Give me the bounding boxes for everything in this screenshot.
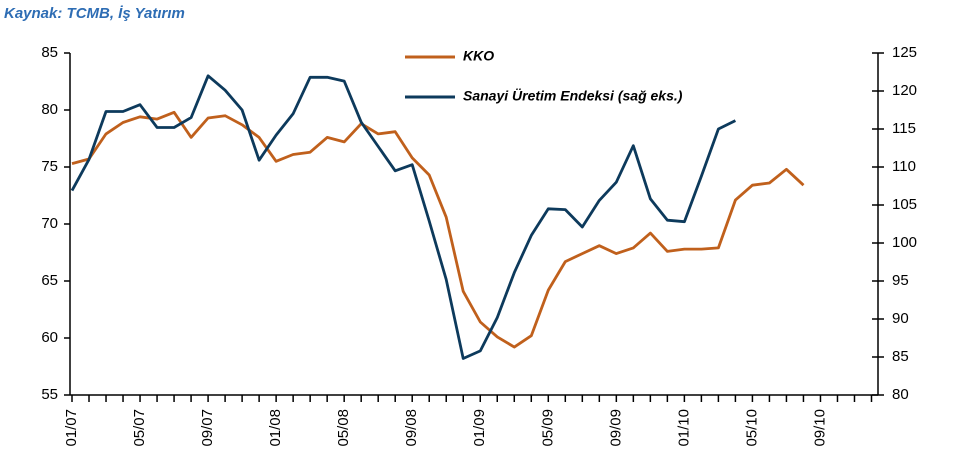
x-tick-label: 09/07 xyxy=(199,409,216,447)
series-line xyxy=(71,110,805,349)
y2-tick-label: 90 xyxy=(892,310,909,327)
y2-tick-label: 100 xyxy=(892,234,917,251)
x-tick-label: 01/07 xyxy=(63,409,80,447)
y2-tick-label: 110 xyxy=(892,158,916,175)
y2-tick-label: 80 xyxy=(892,386,909,403)
y-tick-label: 55 xyxy=(41,386,58,403)
x-tick-label: 01/09 xyxy=(471,409,488,447)
x-tick-label: 09/10 xyxy=(811,409,828,447)
legend-label: Sanayi Üretim Endeksi (sağ eks.) xyxy=(463,88,683,104)
y-tick-label: 65 xyxy=(41,272,58,289)
y-tick-label: 60 xyxy=(41,329,58,346)
y2-tick-label: 120 xyxy=(892,82,917,99)
legend-label: KKO xyxy=(463,48,494,64)
x-tick-label: 05/09 xyxy=(539,409,556,447)
y2-tick-label: 85 xyxy=(892,348,909,365)
x-tick-label: 09/09 xyxy=(607,409,624,447)
x-tick-label: 01/08 xyxy=(267,409,284,447)
x-tick-label: 05/10 xyxy=(743,409,760,447)
y2-tick-label: 105 xyxy=(892,196,917,213)
y-tick-label: 70 xyxy=(41,215,58,232)
chart-title: Kaynak: TCMB, İş Yatırım xyxy=(4,5,185,22)
y2-tick-label: 125 xyxy=(892,44,917,61)
y2-tick-label: 95 xyxy=(892,272,909,289)
y-tick-label: 85 xyxy=(41,44,58,61)
y-tick-label: 80 xyxy=(41,101,58,118)
x-tick-label: 05/07 xyxy=(131,409,148,447)
x-tick-label: 01/10 xyxy=(675,409,692,447)
x-tick-label: 09/08 xyxy=(403,409,420,447)
y2-tick-label: 115 xyxy=(892,120,916,137)
series-line xyxy=(70,74,737,360)
y-tick-label: 75 xyxy=(41,158,58,175)
x-tick-label: 05/08 xyxy=(335,409,352,447)
